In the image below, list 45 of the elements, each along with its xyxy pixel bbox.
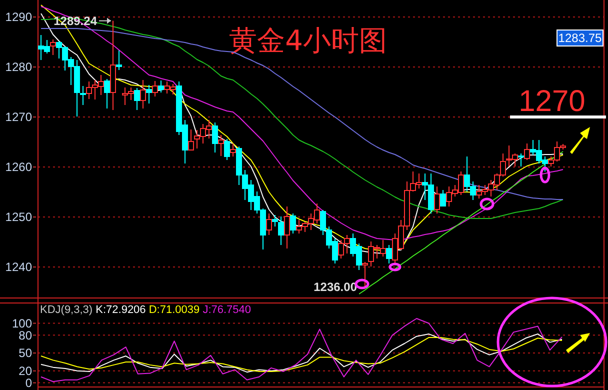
ref-line-label: 1270 [518,85,586,118]
candlestick [434,186,440,214]
y-tick-label: 20 [18,364,32,378]
y-tick-label: 100 [12,316,32,330]
candlestick [362,262,368,288]
y-tick-label: 1250 [5,210,32,224]
candlestick [518,153,524,167]
candlestick [284,206,290,249]
text: D:71.0039 [148,304,203,316]
candlestick [134,88,140,110]
candlestick [188,129,194,151]
candlestick [146,84,152,104]
text: J:76.7540 [202,304,252,316]
candlestick [158,80,164,93]
line-series [40,318,562,382]
candlestick [50,39,56,56]
candlestick [386,244,392,264]
candlestick [80,86,86,106]
y-tick-label: 1270 [5,110,32,124]
candlestick [230,143,236,157]
y-tick-label: 1260 [5,160,32,174]
candlestick [140,80,146,109]
candlestick [116,50,122,70]
candlestick [524,143,530,160]
candlestick [224,138,230,160]
candlestick [278,216,284,246]
y-tick-label: 1280 [5,60,32,74]
candlestick [152,80,158,97]
y-tick-label: 80 [18,328,32,342]
y-tick-label: 0 [25,376,32,390]
candlestick [104,78,110,109]
candlestick [218,134,224,156]
candlestick [212,122,218,153]
candlestick [440,190,446,207]
y-tick-label: 50 [18,346,32,360]
annotation: 1236.00 [314,280,358,294]
text: 黄金4小时图 [229,24,387,57]
chart-title: KDJ(9,3,3) [40,304,96,316]
candlestick [266,213,272,236]
candlestick [272,214,278,227]
annotation: 1283.75 [558,31,602,46]
y-tick-label: 1240 [5,260,32,274]
y-tick-label: 1290 [5,10,32,24]
text: K:72.9206 [96,304,149,316]
candlestick [290,213,296,234]
